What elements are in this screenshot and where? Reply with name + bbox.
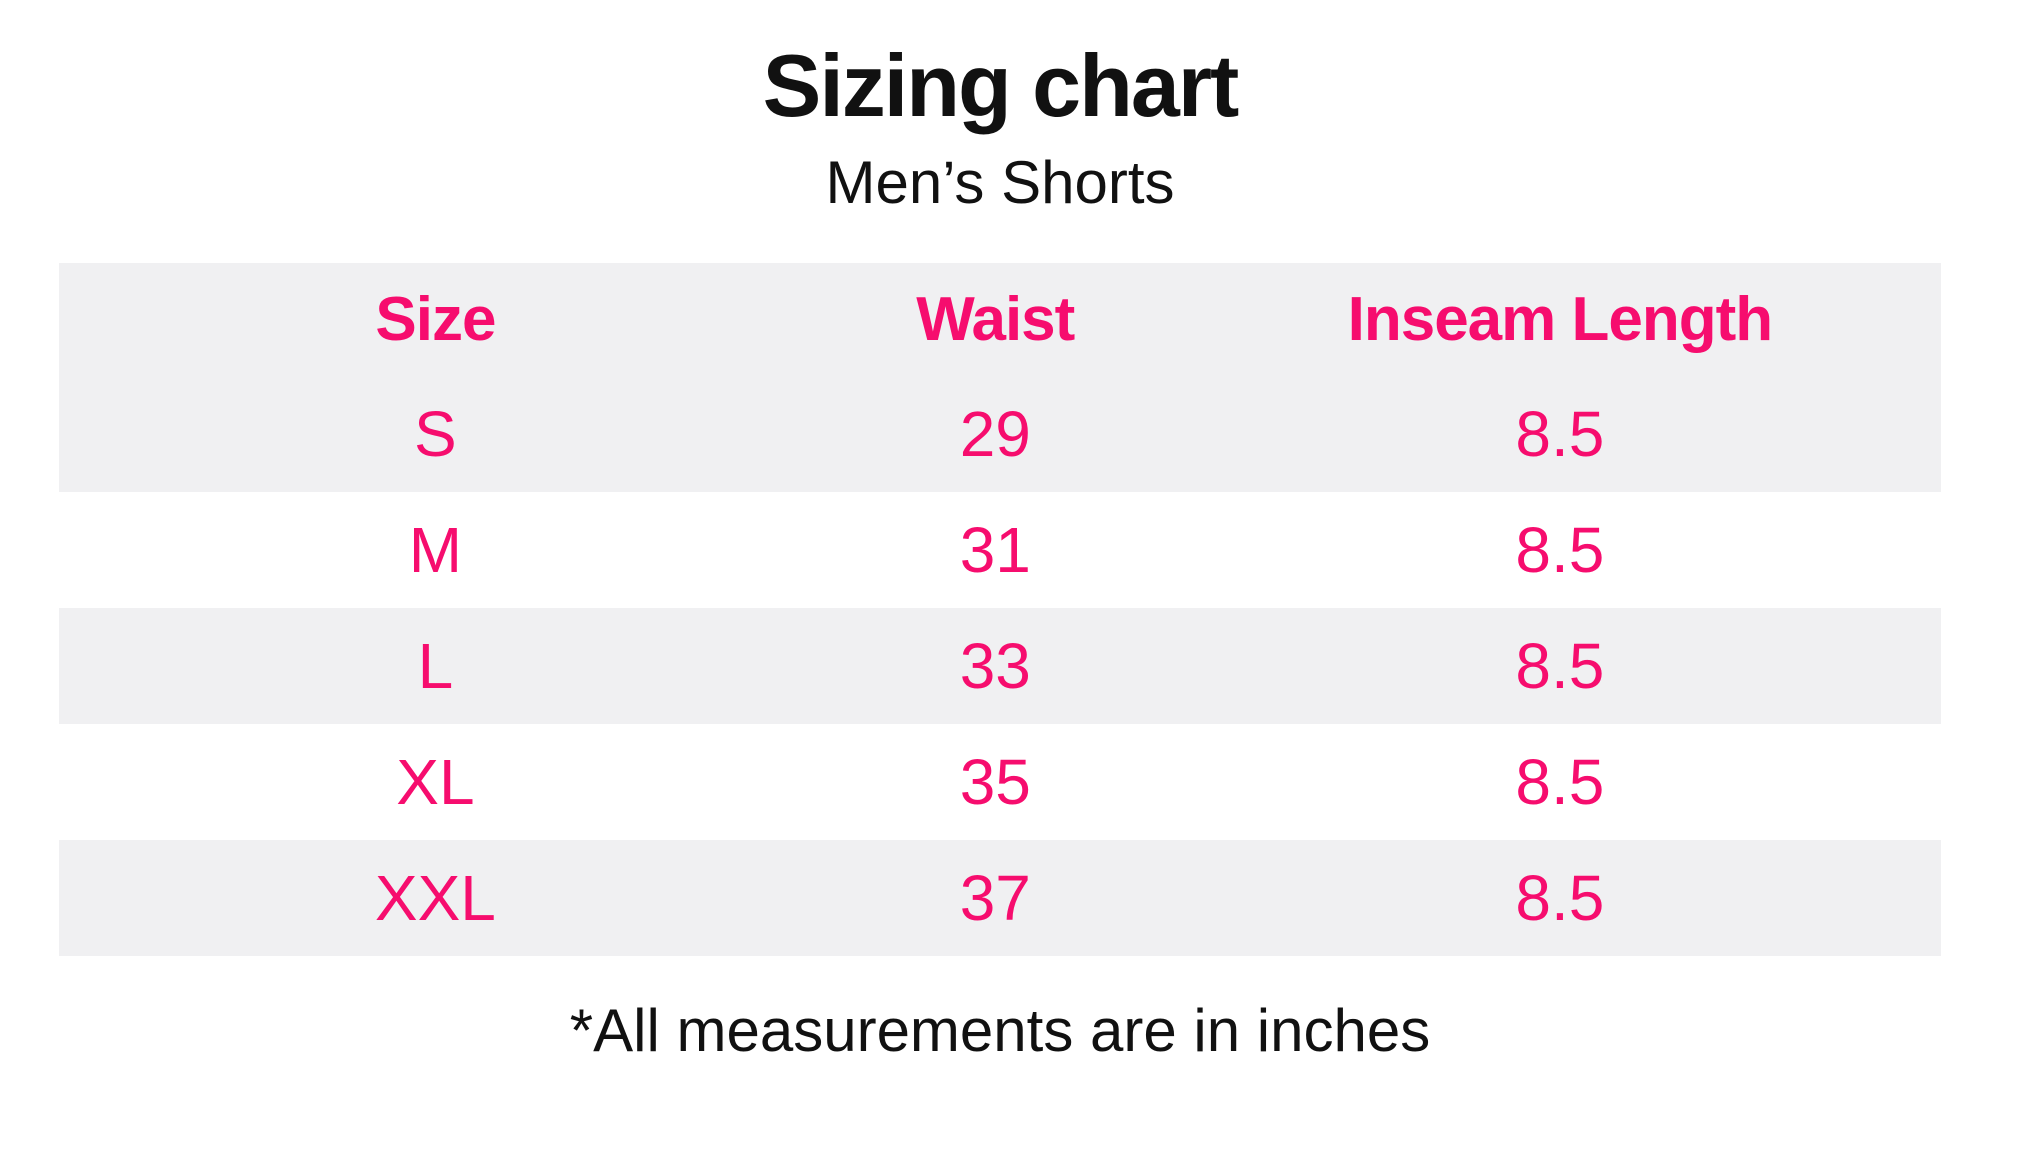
- table-row-l: L 33 8.5: [59, 608, 1941, 724]
- table-row-s: S 29 8.5: [59, 376, 1941, 492]
- column-header-inseam-length: Inseam Length: [1347, 284, 1774, 354]
- cell-size: XL: [396, 746, 475, 818]
- cell-waist: 35: [959, 746, 1031, 818]
- cell-inseam: 8.5: [1515, 398, 1605, 470]
- cell-size: XXL: [374, 862, 496, 934]
- table-header-row: Size Waist Inseam Length: [59, 263, 1941, 376]
- measurements-footnote: *All measurements are in inches: [569, 997, 1431, 1064]
- page-title: Sizing chart: [762, 36, 1240, 135]
- table-row-xl: XL 35 8.5: [59, 724, 1941, 840]
- cell-waist: 29: [959, 398, 1031, 470]
- cell-inseam: 8.5: [1515, 862, 1605, 934]
- cell-size: S: [414, 398, 457, 470]
- sizing-table: Size Waist Inseam Length S 29 8.5 M 31 8…: [59, 263, 1941, 956]
- cell-waist: 31: [959, 514, 1031, 586]
- cell-inseam: 8.5: [1515, 514, 1605, 586]
- cell-waist: 37: [959, 862, 1031, 934]
- cell-waist: 33: [959, 630, 1031, 702]
- table-row-xxl: XXL 37 8.5: [59, 840, 1941, 956]
- table-row-m: M 31 8.5: [59, 492, 1941, 608]
- cell-size: M: [408, 514, 463, 586]
- page-subtitle: Men’s Shorts: [825, 149, 1175, 216]
- cell-size: L: [417, 630, 454, 702]
- cell-inseam: 8.5: [1515, 630, 1605, 702]
- column-header-waist: Waist: [916, 284, 1075, 354]
- cell-inseam: 8.5: [1515, 746, 1605, 818]
- column-header-size: Size: [375, 284, 496, 354]
